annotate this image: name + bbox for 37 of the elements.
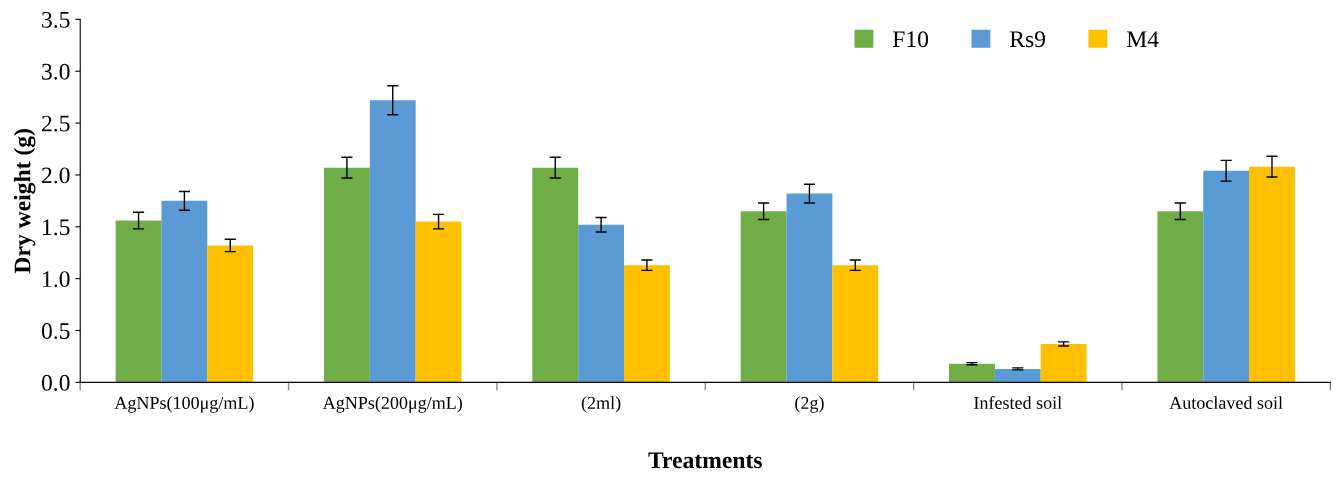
x-axis-title: Treatments: [648, 452, 762, 469]
bar: [323, 167, 370, 383]
y-tick-label: 0.0: [41, 374, 70, 391]
bar: [994, 368, 1041, 383]
y-tick-label: 1.5: [43, 219, 70, 236]
bar: [161, 200, 208, 383]
bar: [949, 363, 995, 383]
bar: [532, 167, 579, 383]
y-tick-label: 3.5: [42, 11, 70, 28]
y-tick-label: 2.0: [42, 167, 70, 184]
x-tick-label: Autoclaved soil: [1169, 396, 1283, 409]
x-tick-label: AgNPs(200μg/mL): [322, 396, 462, 413]
bar: [740, 211, 787, 383]
x-tick-label: Infested soil: [974, 396, 1062, 409]
bar: [1157, 211, 1204, 383]
bar: [1249, 166, 1295, 383]
x-tick-label: (2ml): [581, 396, 621, 413]
bar: [624, 265, 670, 383]
legend-label: F10: [892, 31, 929, 48]
bar: [578, 224, 625, 383]
bar: [369, 100, 416, 383]
bar: [832, 265, 879, 383]
x-tick-label: AgNPs(100μg/mL): [114, 396, 254, 413]
y-tick-label: 2.5: [42, 115, 70, 132]
y-axis-title: Dry weight (g): [13, 129, 36, 274]
legend-label: Rs9: [1009, 31, 1046, 48]
bar: [207, 245, 254, 383]
y-tick-label: 1.0: [43, 271, 70, 288]
bar: [115, 220, 162, 383]
y-tick-label: 0.5: [41, 322, 70, 340]
bar: [786, 193, 833, 383]
bar: [1203, 170, 1250, 383]
y-tick-label: 3.0: [42, 63, 70, 80]
legend-label: M4: [1126, 31, 1159, 47]
bar: [415, 221, 462, 383]
x-tick-label: (2g): [795, 396, 824, 413]
bar: [1040, 343, 1087, 383]
